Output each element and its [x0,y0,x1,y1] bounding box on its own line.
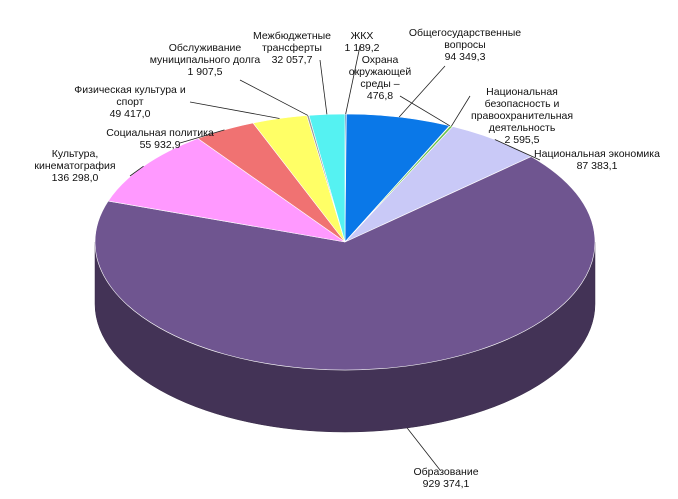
leader-line [239,79,309,116]
label-value: 2 595,5 [504,134,540,146]
label-name: Культура, кинематография [34,148,116,172]
label-name: Образование [413,466,479,478]
label-value: 136 298,0 [51,172,99,184]
slice [308,113,346,243]
data-label: Образование 929 374,1 [401,466,491,490]
label-value: 476,8 [366,90,394,102]
data-label: Обслуживание муниципального долга 1 907,5 [140,42,270,78]
data-label: Физическая культура и спорт 49 417,0 [70,84,190,120]
data-label: Социальная политика 55 932,9 [105,127,215,151]
label-name: ЖКХ [350,30,374,42]
leader-line [129,165,144,177]
leader-line [179,129,225,144]
label-value: 55 932,9 [139,139,181,151]
label-value: 929 374,1 [422,478,470,490]
label-value: 32 057,7 [271,54,313,66]
slice [344,113,451,243]
label-value: 87 383,1 [576,160,618,172]
leader-line [345,45,361,115]
label-value: 94 349,3 [444,51,486,63]
label-name: Национальная экономика [534,148,660,160]
leader-line [494,139,541,161]
leader-line [189,101,280,119]
label-value: 1 907,5 [187,66,223,78]
label-name: Социальная политика [106,127,214,139]
data-label: Охрана окружающей среды –476,8 [340,54,420,102]
label-value: 1 189,2 [344,42,380,54]
slice [107,138,346,243]
leader-line [451,95,471,127]
label-value: 49 417,0 [109,108,151,120]
data-label: Национальная экономика 87 383,1 [532,148,662,172]
data-label: Национальная безопасность и правоохранит… [467,86,577,146]
slice [94,156,596,371]
label-name: Обслуживание муниципального долга [149,42,261,66]
data-label: Общегосударственные вопросы 94 349,3 [405,27,525,63]
data-label: ЖКХ 1 189,2 [337,30,387,54]
label-name: Охрана окружающей среды – [348,54,412,90]
data-label: Межбюджетные трансферты 32 057,7 [252,30,332,66]
label-name: Национальная безопасность и правоохранит… [470,86,574,134]
leader-line [399,95,451,127]
leader-line [406,427,441,471]
label-name: Физическая культура и спорт [74,84,186,108]
label-name: Общегосударственные вопросы [408,27,522,51]
leader-line [319,59,328,115]
data-label: Культура, кинематография 136 298,0 [20,148,130,184]
label-name: Межбюджетные трансферты [252,30,332,54]
leader-line [398,65,446,118]
